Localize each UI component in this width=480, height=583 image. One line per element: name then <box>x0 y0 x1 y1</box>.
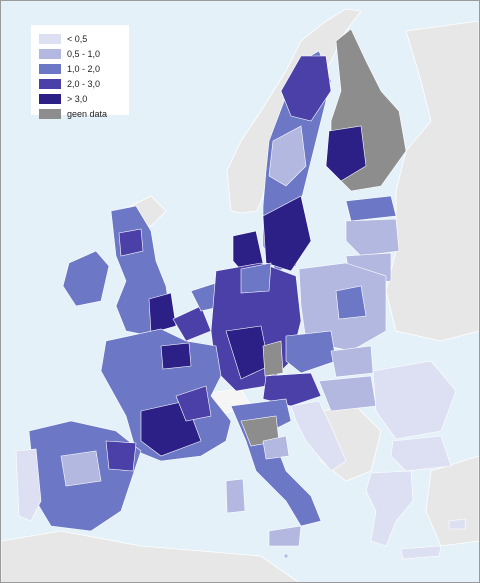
region-bulgaria <box>390 435 452 472</box>
legend-swatch <box>39 48 61 59</box>
region-sweden-north <box>280 55 332 122</box>
legend-label: 2,0 - 3,0 <box>67 78 101 89</box>
legend-swatch <box>39 63 61 74</box>
region-sardinia <box>225 478 246 514</box>
region-sweden-stockholm <box>262 195 312 272</box>
region-germany-nodata <box>262 340 284 377</box>
legend-label: 0,5 - 1,0 <box>67 48 101 59</box>
region-uk-southeast <box>148 292 177 334</box>
legend-label: geen data <box>67 108 108 119</box>
region-czechia <box>285 330 337 374</box>
region-slovakia <box>330 345 374 378</box>
region-france <box>100 328 232 462</box>
region-germany-north <box>240 262 272 294</box>
legend-swatch <box>39 78 61 89</box>
region-estonia <box>345 195 397 222</box>
region-austria <box>262 372 322 407</box>
region-uk-scotland <box>118 228 144 257</box>
region-cyprus <box>448 518 467 530</box>
legend-label: > 3,0 <box>67 93 88 104</box>
legend-label: < 0,5 <box>67 33 88 44</box>
region-france-rhone <box>175 385 212 422</box>
legend-swatch <box>39 33 61 44</box>
region-ireland <box>62 250 110 307</box>
region-spain-central <box>60 450 102 487</box>
legend-label: 1,0 - 2,0 <box>67 63 101 74</box>
region-poland-warsaw <box>335 285 367 320</box>
region-portugal <box>15 448 42 522</box>
region-greece <box>365 470 414 547</box>
legend-item: < 0,5 <box>39 31 123 46</box>
region-spain-catalonia <box>105 440 137 472</box>
legend-item: 1,0 - 2,0 <box>39 61 123 76</box>
region-italy-central <box>262 435 290 460</box>
region-malta <box>283 553 289 559</box>
legend-item: 2,0 - 3,0 <box>39 76 123 91</box>
region-france-paris <box>160 342 192 370</box>
map-legend: < 0,5 0,5 - 1,0 1,0 - 2,0 2,0 - 3,0 > 3,… <box>31 25 129 119</box>
region-romania <box>372 360 457 440</box>
region-crete <box>400 545 442 560</box>
region-croatia <box>290 400 347 472</box>
legend-swatch <box>39 108 61 119</box>
legend-swatch <box>39 93 61 104</box>
legend-item: geen data <box>39 106 123 121</box>
region-sicily <box>268 525 302 547</box>
legend-item: 0,5 - 1,0 <box>39 46 123 61</box>
north-africa <box>1 530 299 582</box>
legend-item: > 3,0 <box>39 91 123 106</box>
region-sweden-central <box>268 125 307 187</box>
region-finland-west <box>325 125 367 182</box>
eu-regions <box>15 28 467 560</box>
